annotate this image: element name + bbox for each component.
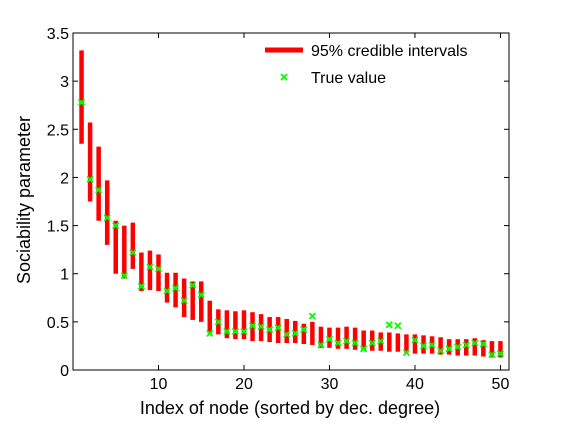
true-value-marker [129,248,137,257]
true-value-marker [325,335,334,343]
legend: 95% credible intervals True value [265,43,468,87]
true-value-marker [317,341,325,349]
true-value-marker [171,284,180,292]
true-value-marker [462,341,470,349]
true-value-marker [103,214,111,222]
true-value-marker [231,327,240,336]
true-value-marker [291,329,299,338]
true-value-marker [436,347,445,355]
true-value-marker [428,341,436,349]
plot-area-frame [72,32,510,371]
true-value-marker [377,337,385,345]
y-tick-label: 1 [60,267,69,284]
y-tick-label: 2 [60,170,69,187]
true-value-marker [411,336,419,344]
true-value-marker [479,340,487,348]
x-tick-label: 40 [406,376,424,393]
true-value-marker [368,339,376,347]
true-value-marker [402,349,411,357]
x-tick-label: 10 [150,376,168,393]
true-value-marker [351,339,359,347]
x-tick-label: 20 [235,376,253,393]
y-tick-label: 3.5 [47,26,69,43]
true-value-marker [206,329,214,338]
x-axis-label: Index of node (sorted by dec. degree) [140,398,440,418]
true-value-marker [189,281,197,289]
true-value-marker [300,325,308,334]
true-value-marker [471,339,479,347]
y-tick-label: 0 [60,363,69,380]
true-value-marker [95,186,103,194]
true-value-marker [223,327,231,336]
true-value-marker [248,322,257,330]
true-value-marker [385,321,393,329]
true-value-marker [112,221,120,230]
true-value-marker [283,330,291,339]
legend-true-value-label: True value [311,70,386,87]
true-value-marker [454,343,462,351]
y-tick-label: 3 [60,74,69,91]
true-value-marker [180,297,188,305]
true-value-marker [488,350,496,359]
y-tick-label: 2.5 [47,122,69,139]
true-value-marker [120,272,128,280]
legend-interval-label: 95% credible intervals [311,43,468,60]
true-value-marker [137,282,146,290]
true-value-marker [163,287,171,295]
x-tick-label: 50 [492,376,510,393]
x-tick-label: 30 [321,376,339,393]
true-value-marker [496,349,505,358]
true-value-marker [342,337,351,345]
y-tick-label: 0.5 [47,315,69,332]
true-value-marker [214,318,222,326]
true-value-marker [308,312,317,320]
true-value-marker [197,291,205,299]
true-value-marker [265,325,274,334]
true-value-marker [445,345,453,353]
true-value-marker [274,323,282,332]
true-value-marker [154,265,163,273]
true-value-marker [419,342,428,350]
true-value-marker [240,327,248,336]
true-value-marker [77,98,86,106]
true-value-marker [146,263,154,271]
y-axis-label: Sociability parameter [14,116,34,284]
y-tick-label: 1.5 [47,219,69,236]
legend-true-value-marker [280,73,288,81]
true-value-marker [86,175,94,183]
true-value-marker [360,345,368,353]
true-value-marker [334,339,342,347]
true-value-marker [257,323,265,331]
true-value-marker [394,322,402,330]
